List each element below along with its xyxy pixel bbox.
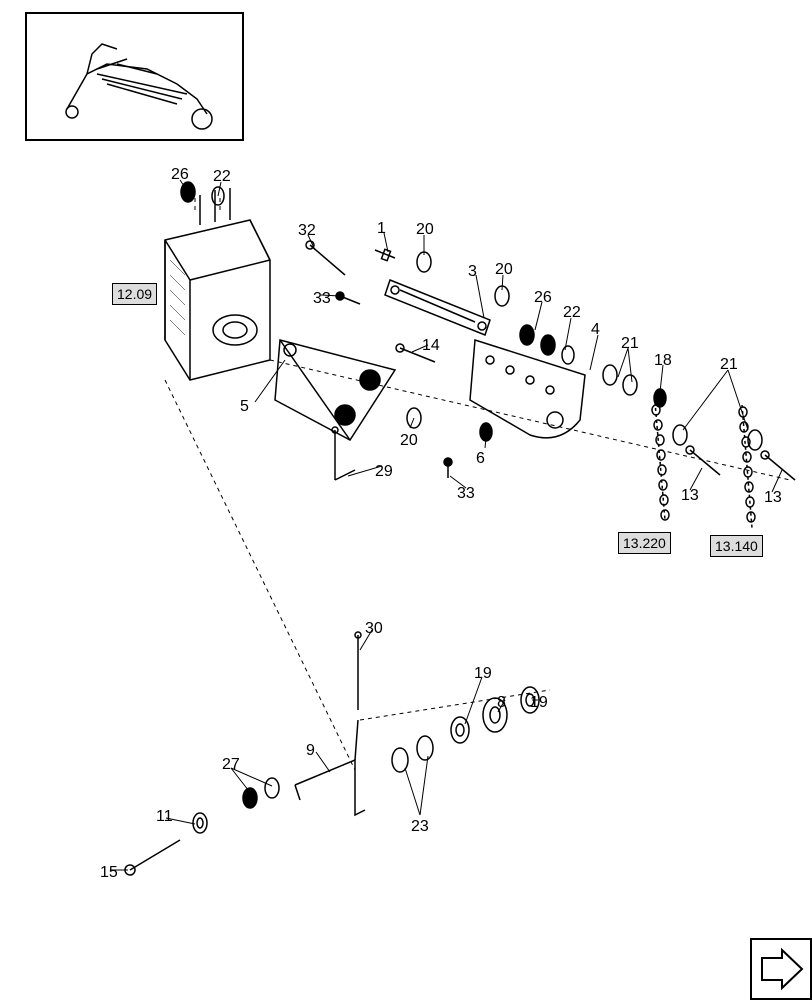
label-32: 32 (298, 222, 316, 240)
washers-21-right (603, 365, 795, 480)
label-15: 15 (100, 864, 118, 882)
label-13a: 13 (681, 487, 699, 505)
nav-arrow-button[interactable] (750, 938, 812, 1000)
ref-13-140[interactable]: 13.140 (710, 535, 763, 557)
label-4: 4 (591, 321, 600, 339)
label-18: 18 (654, 352, 672, 370)
label-13b: 13 (764, 489, 782, 507)
pin-part-29 (332, 427, 355, 480)
lower-washers (392, 687, 539, 772)
housing-block (165, 188, 270, 380)
label-29: 29 (375, 463, 393, 481)
bracket-part-5 (275, 340, 395, 440)
label-21b: 21 (720, 356, 738, 374)
label-30: 30 (365, 620, 383, 638)
label-22b: 22 (563, 304, 581, 322)
label-20b: 20 (400, 432, 418, 450)
bolt-part-32 (306, 241, 345, 275)
label-20c: 20 (495, 261, 513, 279)
chain-left (652, 402, 669, 520)
label-19b: 19 (530, 694, 548, 712)
label-19a: 19 (474, 665, 492, 683)
label-11: 11 (156, 808, 173, 826)
lbracket-part-9 (295, 720, 365, 815)
chain-right (739, 405, 755, 528)
pin-part-30 (355, 632, 361, 710)
label-27: 27 (222, 756, 240, 774)
screw-part-33-lower (444, 458, 452, 478)
label-5: 5 (240, 398, 249, 416)
pin-part-1 (375, 249, 395, 260)
slotted-bar-part-3 (385, 280, 490, 335)
label-9: 9 (306, 742, 315, 760)
label-26a: 26 (171, 166, 189, 184)
label-6: 6 (476, 450, 485, 468)
leader-lines (110, 180, 782, 870)
ref-12-09[interactable]: 12.09 (112, 283, 157, 305)
label-21a: 21 (621, 335, 639, 353)
label-23: 23 (411, 818, 429, 836)
projection-lines (165, 190, 790, 770)
label-8: 8 (497, 694, 506, 712)
washers-27-11 (193, 778, 279, 833)
bolt-part-15 (125, 840, 180, 875)
label-33b: 33 (457, 485, 475, 503)
label-3: 3 (468, 263, 477, 281)
label-20a: 20 (416, 221, 434, 239)
label-33a: 33 (313, 290, 331, 308)
label-26b: 26 (534, 289, 552, 307)
label-14: 14 (422, 337, 440, 355)
label-22a: 22 (213, 168, 231, 186)
ref-13-220[interactable]: 13.220 (618, 532, 671, 554)
screw-part-33-upper (336, 292, 360, 304)
label-1: 1 (377, 220, 386, 238)
arrow-right-icon (752, 940, 810, 998)
